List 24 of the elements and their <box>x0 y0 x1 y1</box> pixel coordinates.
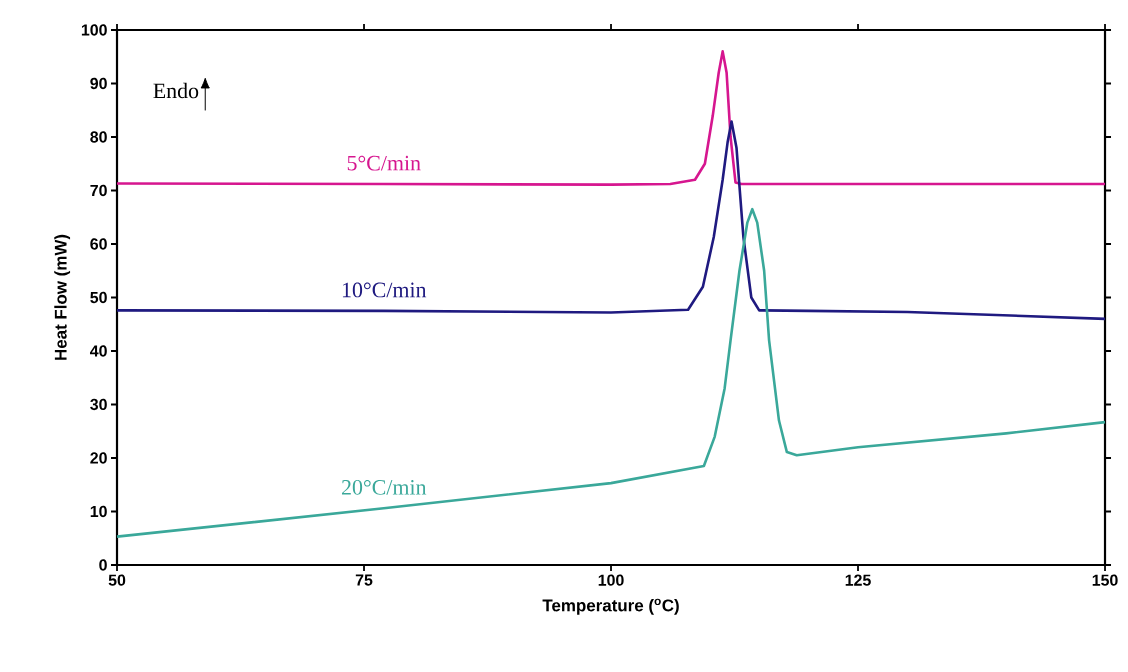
line-series <box>115 207 1107 538</box>
line-series <box>115 120 1107 321</box>
y-tick-label: 50 <box>90 291 107 304</box>
x-tick-label: 75 <box>355 574 373 586</box>
annotation: Endo <box>153 82 199 99</box>
x-tick-label: 150 <box>1092 574 1118 586</box>
x-tick-label: 50 <box>108 574 126 586</box>
x-tick-label: 100 <box>598 574 624 586</box>
y-tick-label: 20 <box>90 452 107 464</box>
y-tick-label: 30 <box>90 398 107 411</box>
y-tick-label: 60 <box>90 238 107 250</box>
x-tick-label: 125 <box>845 574 871 586</box>
x-axis-title: Temperature ($^{o}$C) <box>542 598 679 615</box>
y-tick-label: 100 <box>81 24 107 36</box>
series-label: 5°C/min <box>347 155 421 171</box>
y-axis-title: Heat Flow (mW) <box>54 234 71 360</box>
series-label: 20°C/min <box>342 479 427 495</box>
y-tick-label: 70 <box>90 184 107 197</box>
y-tick-label: 80 <box>90 131 107 143</box>
y-tick-label: 0 <box>99 559 107 571</box>
y-tick-label: 40 <box>90 345 107 357</box>
series-label: 10°C/min <box>342 282 427 298</box>
y-tick-label: 90 <box>90 77 107 90</box>
y-tick-label: 10 <box>90 505 107 518</box>
